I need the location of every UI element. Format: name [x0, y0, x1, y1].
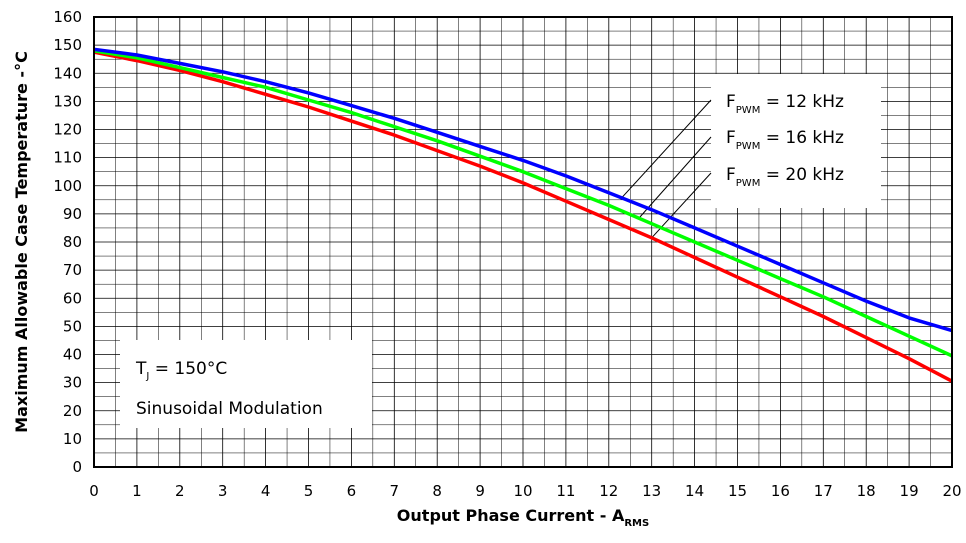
y-tick-label: 40: [63, 346, 82, 364]
x-tick-label: 7: [390, 482, 400, 500]
y-axis-title: Maximum Allowable Case Temperature -°C: [12, 51, 31, 433]
x-tick-label: 1: [132, 482, 142, 500]
x-tick-label: 17: [814, 482, 833, 500]
modulation-label: Sinusoidal Modulation: [136, 399, 323, 419]
y-tick-labels: 0 10 20 30 40 50 60 70 80 90 100 110 120 130 140 150 160: [53, 8, 82, 476]
leader-line: [621, 99, 712, 199]
x-tick-label: 14: [685, 482, 704, 500]
y-tick-label: 20: [63, 402, 82, 420]
x-tick-label: 4: [261, 482, 271, 500]
x-axis-title: Output Phase Current - ARMS: [397, 506, 649, 529]
y-tick-label: 110: [53, 149, 82, 167]
x-tick-label: 9: [475, 482, 485, 500]
y-tick-label: 80: [63, 233, 82, 251]
x-tick-label: 8: [432, 482, 442, 500]
x-tick-label: 6: [347, 482, 357, 500]
x-tick-label: 0: [89, 482, 99, 500]
y-tick-label: 50: [63, 317, 82, 335]
series-line-20-khz: [93, 50, 953, 383]
y-tick-label: 160: [53, 8, 82, 26]
y-tick-label: 120: [53, 121, 82, 139]
leader-line: [638, 136, 712, 219]
x-tick-label: 20: [942, 482, 961, 500]
y-tick-label: 30: [63, 374, 82, 392]
y-tick-label: 100: [53, 177, 82, 195]
y-tick-label: 150: [53, 36, 82, 54]
plot-frame: [93, 16, 953, 468]
y-tick-label: 70: [63, 261, 82, 279]
x-tick-label: 12: [599, 482, 618, 500]
x-tick-label: 19: [900, 482, 919, 500]
x-tick-labels: 0 1 2 3 4 5 6 7 8 9 10 11 12 13 14 15 16 17 18 19 20: [89, 482, 961, 500]
legend-label-16-khz: FPWM = 16 kHz: [726, 128, 844, 152]
legend-box: [711, 74, 881, 208]
legend: FPWM = 12 kHz FPWM = 16 kHz FPWM = 20 kHz: [726, 92, 844, 189]
annotation-box: [120, 340, 372, 428]
legend-label-20-khz: FPWM = 20 kHz: [726, 165, 844, 189]
series-lines: [93, 47, 953, 383]
x-tick-label: 10: [513, 482, 532, 500]
x-tick-label: 15: [728, 482, 747, 500]
x-tick-label: 13: [642, 482, 661, 500]
series-line-12-khz: [93, 47, 953, 333]
y-tick-label: 10: [63, 430, 82, 448]
series-line-16-khz: [93, 49, 953, 358]
y-tick-label: 130: [53, 92, 82, 110]
x-tick-label: 5: [304, 482, 314, 500]
x-tick-label: 16: [771, 482, 790, 500]
y-tick-label: 0: [72, 458, 82, 476]
x-tick-label: 11: [556, 482, 575, 500]
junction-temp-label: TJ = 150°C: [135, 359, 227, 382]
grid: [93, 16, 953, 468]
legend-label-12-khz: FPWM = 12 kHz: [726, 92, 844, 116]
x-tick-label: 2: [175, 482, 185, 500]
y-tick-label: 140: [53, 64, 82, 82]
y-tick-label: 60: [63, 289, 82, 307]
y-tick-label: 90: [63, 205, 82, 223]
x-tick-label: 3: [218, 482, 228, 500]
x-tick-label: 18: [857, 482, 876, 500]
